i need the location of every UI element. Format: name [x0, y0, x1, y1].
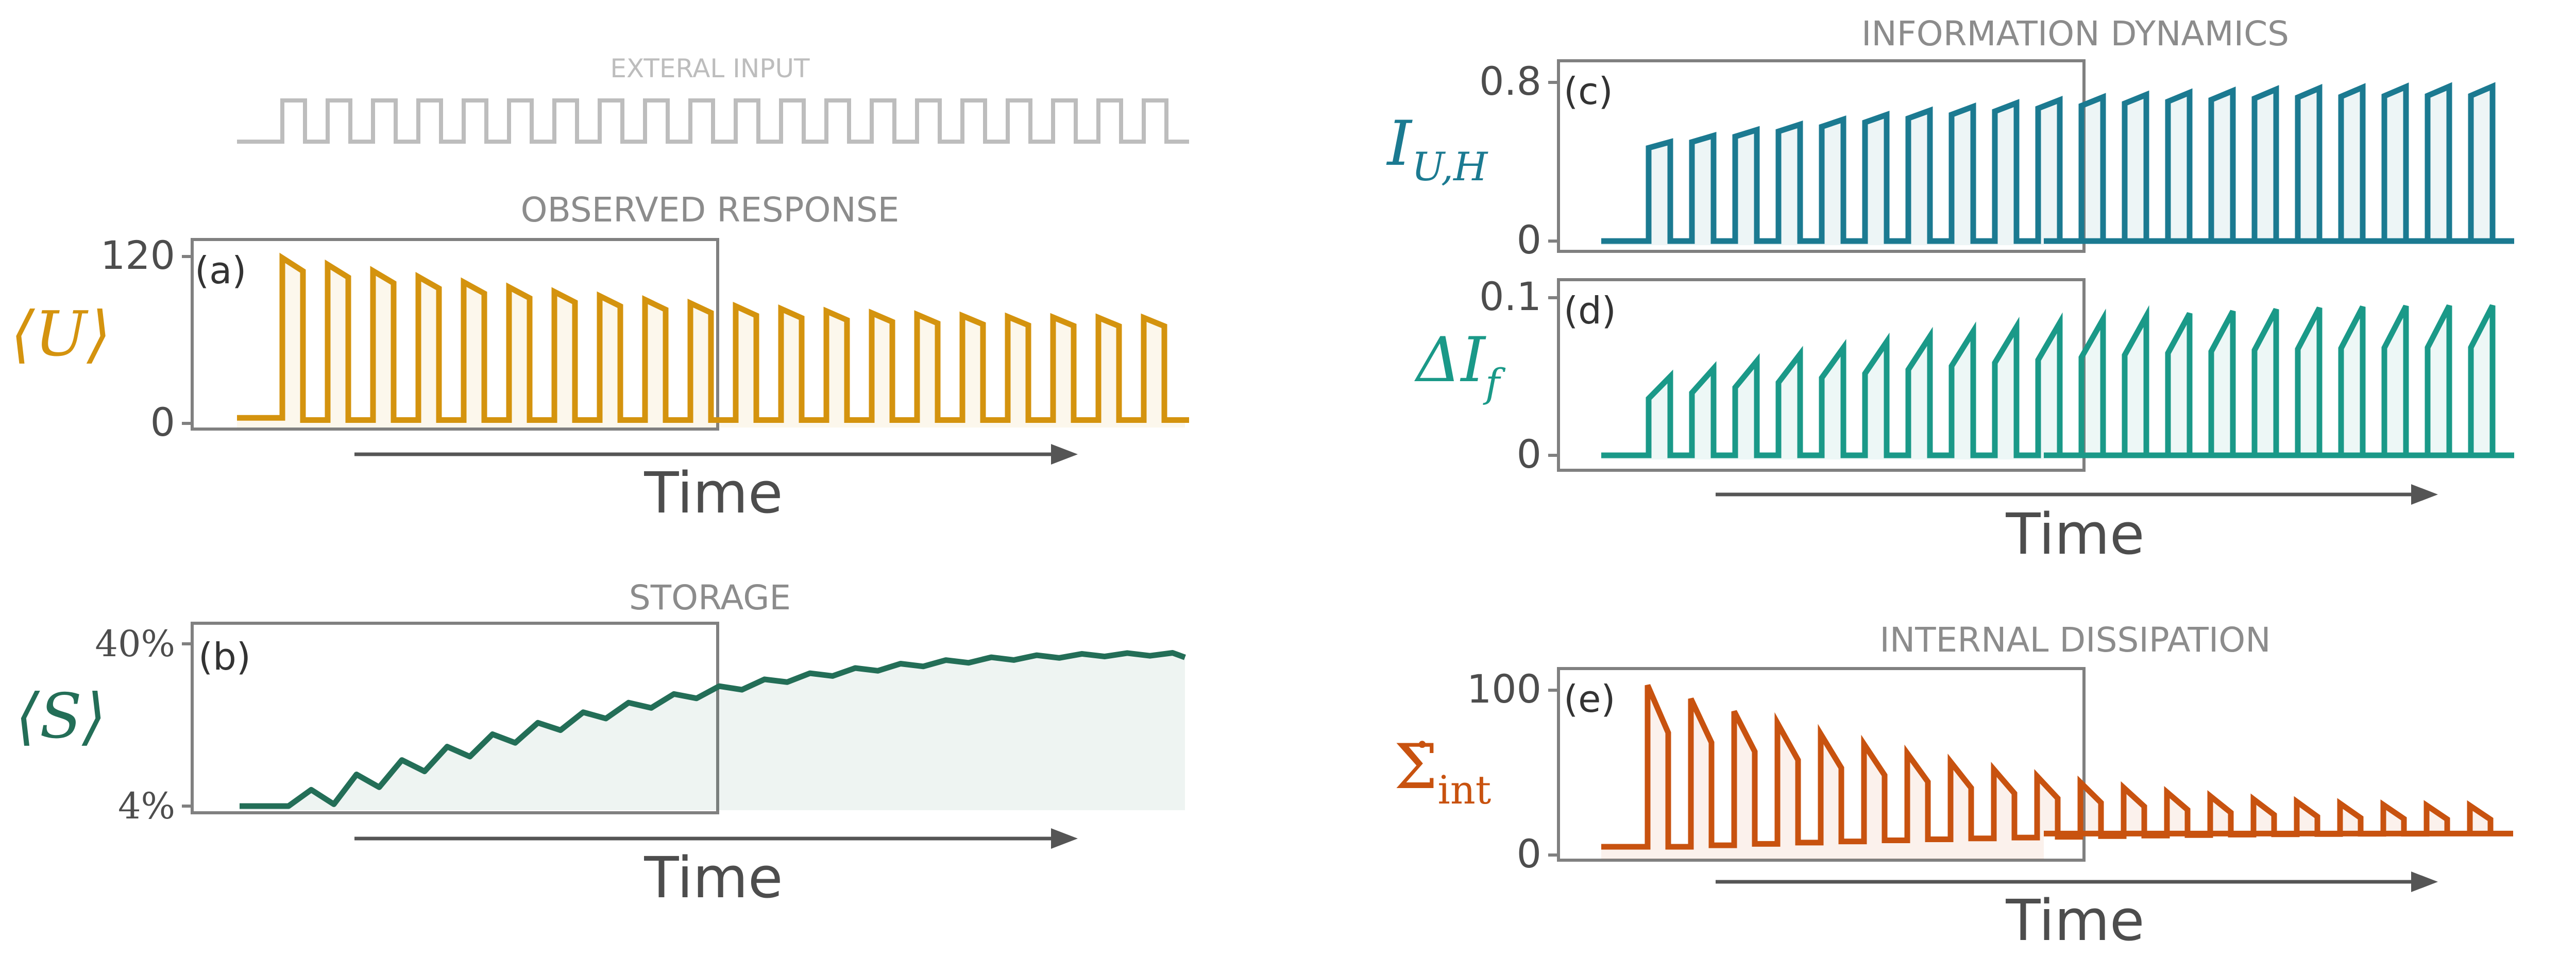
panel-e-ylabel: Σ̇int	[1394, 731, 1492, 813]
panel-b-ytick-label-bottom: 4%	[118, 785, 175, 827]
panel-c-title: INFORMATION DYNAMICS	[1861, 14, 2289, 54]
panel-b-time-arrow-head	[1051, 828, 1078, 849]
panel-a-ytick-label-bottom: 0	[150, 399, 175, 445]
panel-d-ylabel: ΔIf	[1414, 324, 1506, 406]
panel-b-title: STORAGE	[629, 578, 791, 618]
panel-d-series	[1601, 304, 2514, 458]
panel-c-series	[1601, 82, 2514, 244]
panel-e-label: (e)	[1564, 677, 1615, 721]
panel-b-frame	[191, 622, 719, 814]
panel-b-area	[240, 653, 1185, 810]
panel-c-ylabel: IU,H	[1386, 108, 1489, 190]
panel-e-series	[1601, 684, 2513, 850]
panel-b-series	[240, 650, 1186, 809]
panel-c: INFORMATION DYNAMICS 0.8 0 (c) IU,H	[1386, 14, 2514, 263]
panel-e-ytick-label-top: 100	[1467, 666, 1541, 712]
panel-d-ytick-label-top: 0.1	[1479, 274, 1541, 319]
panel-a-label: (a)	[195, 249, 246, 292]
panel-d: 0.1 0 (d) ΔIf Time	[1414, 274, 2514, 567]
panel-b-ylabel: ⟨S⟩	[15, 681, 106, 753]
panel-e-ytick-label-bottom: 0	[1517, 831, 1541, 877]
panel-d-time-arrow-head	[2411, 484, 2438, 505]
panel-a-ytick-label-top: 120	[100, 232, 175, 278]
panel-a-frame	[191, 238, 719, 431]
panel-d-label: (d)	[1564, 289, 1616, 332]
panel-b-label: (b)	[198, 635, 251, 678]
panel-b: STORAGE 40% 4% (b) ⟨S⟩ Time	[15, 578, 1186, 911]
input-square-wave	[237, 98, 1189, 144]
input-label: EXTERAL INPUT	[610, 54, 810, 83]
panel-c-ytick-label-top: 0.8	[1479, 58, 1541, 104]
panel-a-series	[237, 252, 1189, 423]
panel-c-label: (c)	[1564, 70, 1613, 113]
panel-d-xlabel: Time	[2005, 501, 2144, 567]
external-input: EXTERAL INPUT	[237, 54, 1189, 144]
panel-b-ytick-label-top: 40%	[95, 623, 175, 665]
panel-e-area	[1601, 685, 2513, 859]
panel-a-time-arrow-head	[1051, 444, 1078, 465]
panel-e-time-arrow-head	[2411, 871, 2438, 892]
panel-e-frame	[1557, 667, 2086, 862]
panel-a-title: OBSERVED RESPONSE	[521, 190, 900, 230]
panel-a-xlabel: Time	[643, 460, 783, 526]
panel-c-ytick-label-bottom: 0	[1517, 217, 1541, 263]
panel-a-ylabel: ⟨U⟩	[11, 299, 111, 370]
panel-b-xlabel: Time	[643, 845, 783, 911]
panel-a: OBSERVED RESPONSE 120 0 (a) ⟨U⟩ Time	[11, 190, 1189, 526]
panel-e-title: INTERNAL DISSIPATION	[1879, 620, 2270, 660]
panel-e-xlabel: Time	[2005, 887, 2144, 953]
panel-a-area	[237, 258, 1189, 428]
panel-e: INTERNAL DISSIPATION 100 0 (e) Σ̇int Tim…	[1394, 620, 2513, 953]
panel-d-ytick-label-bottom: 0	[1517, 431, 1541, 477]
